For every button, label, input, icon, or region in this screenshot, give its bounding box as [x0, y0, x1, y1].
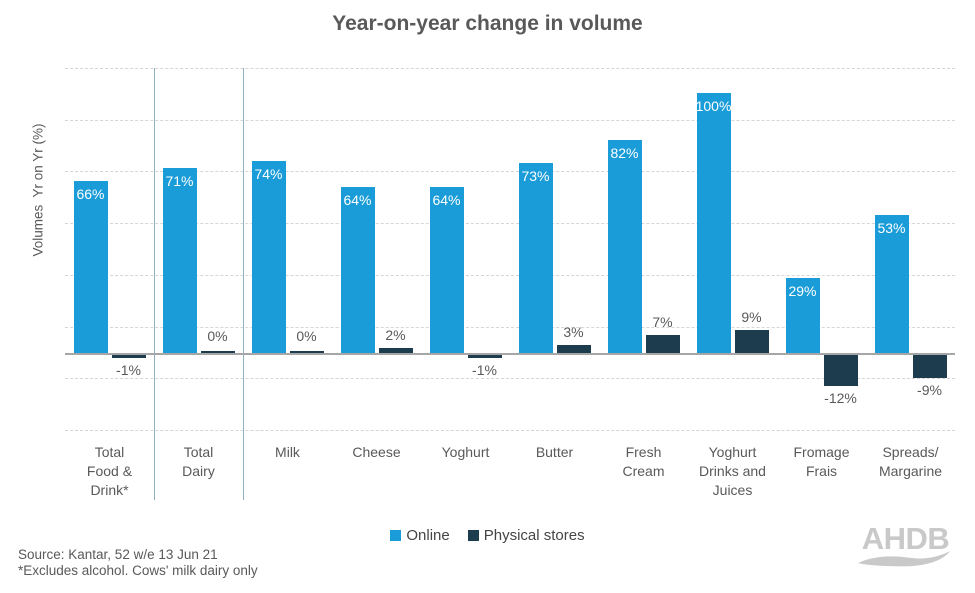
legend-label-physical-stores: Physical stores [483, 527, 585, 544]
bar-online [340, 186, 375, 355]
ahdb-logo-swoosh-icon [858, 551, 950, 567]
online-bar-label: 82% [610, 144, 639, 161]
physical-stores-bar-label: -12% [824, 390, 857, 407]
gridline [65, 274, 955, 276]
bar-physical-stores [200, 351, 235, 353]
category-label-line: Drinks and [699, 463, 766, 479]
category-label-line: Margarine [878, 463, 943, 479]
category-label: Yoghurt Drinks and Juices [688, 443, 777, 500]
category-label: Cheese [332, 443, 421, 462]
chart-title: Year-on-year change in volume [332, 12, 643, 35]
bar-online [73, 181, 108, 355]
physical-stores-bar-label: 9% [741, 308, 762, 325]
bar-online [518, 163, 553, 355]
gridline [65, 223, 955, 225]
online-bar-label: 53% [877, 220, 906, 237]
y-axis-title: Volumes Yr on Yr (%) [30, 123, 46, 257]
online-bar-label: 74% [254, 165, 283, 182]
physical-stores-bar-label: 3% [563, 324, 584, 341]
legend-item-online: Online [390, 527, 450, 544]
category-label-line: Food & [86, 463, 133, 479]
physical-stores-bar-label: 0% [207, 328, 228, 344]
category-label: Total Food & Drink* [65, 443, 154, 500]
category-label-line: Frais [805, 463, 838, 479]
bar-online [162, 168, 197, 355]
online-bar-label: 29% [788, 282, 817, 299]
bar-physical-stores [823, 355, 858, 387]
category-label-line: Total [94, 444, 125, 460]
source-note: Source: Kantar, 52 w/e 13 Jun 21 *Exclud… [18, 547, 258, 579]
bar-physical-stores [289, 351, 324, 353]
gridline [65, 429, 955, 431]
category-label: Fromage Frais [777, 443, 866, 481]
zero-axis-line [65, 353, 955, 355]
bar-physical-stores [912, 355, 947, 379]
bar-online [607, 139, 642, 355]
category-separator [154, 68, 155, 500]
category-label: Fresh Cream [599, 443, 688, 481]
category-separator [243, 68, 244, 500]
category-label-line: Milk [275, 444, 300, 460]
legend-item-physical-stores: Physical stores [467, 527, 585, 544]
online-bar-label: 64% [343, 191, 372, 208]
category-label-line: Cheese [352, 444, 401, 460]
gridline [65, 68, 955, 69]
gridline [65, 378, 955, 380]
category-label-line: Yoghurt [708, 444, 757, 460]
category-label: Spreads/Margarine [866, 443, 955, 481]
physical-stores-bar-label: 7% [652, 313, 673, 330]
bar-online [696, 93, 731, 355]
category-label-line: Fresh [625, 444, 662, 460]
online-bar-label: 71% [165, 173, 194, 190]
source-line-1: Source: Kantar, 52 w/e 13 Jun 21 [18, 547, 218, 562]
category-label-line: Dairy [182, 463, 215, 479]
category-label: Milk [243, 443, 332, 462]
category-label: Total Dairy [154, 443, 243, 481]
bar-online [874, 215, 909, 355]
physical-stores-bar-label: 2% [385, 326, 406, 343]
category-label-line: Total [183, 444, 214, 460]
bar-physical-stores [734, 329, 769, 355]
online-bar-label: 66% [76, 186, 105, 203]
physical-stores-swatch-icon [467, 530, 479, 541]
bar-physical-stores [645, 334, 680, 355]
ahdb-logo-text: AHDB [861, 521, 950, 556]
bar-physical-stores [378, 347, 413, 355]
bar-physical-stores [467, 355, 502, 358]
online-bar-label: 64% [432, 191, 461, 208]
physical-stores-bar-label: -1% [116, 361, 141, 378]
gridline [65, 326, 955, 328]
legend-label-online: Online [406, 527, 450, 544]
category-label: Butter [510, 443, 599, 462]
physical-stores-bar-label: -9% [917, 382, 942, 399]
gridline [65, 119, 955, 121]
bar-physical-stores [111, 355, 146, 358]
online-bar-label: 100% [695, 98, 732, 114]
bar-online [251, 160, 286, 355]
bar-online [785, 277, 820, 355]
legend: Online Physical stores [0, 527, 975, 544]
category-label-line: Drink* [90, 482, 129, 498]
category-label-line: Fromage [793, 444, 850, 460]
ahdb-logo: AHDB [858, 521, 953, 567]
online-swatch-icon [390, 530, 402, 541]
category-label-line: Yoghurt [441, 444, 490, 460]
physical-stores-bar-label: 0% [296, 328, 317, 344]
category-label-line: Cream [622, 463, 665, 479]
source-line-2: *Excludes alcohol. Cows' milk dairy only [18, 563, 258, 578]
category-label-line: Butter [535, 444, 574, 460]
gridline [65, 171, 955, 173]
bar-online [429, 186, 464, 355]
bar-physical-stores [556, 345, 591, 355]
category-label-line: Juices [712, 482, 753, 498]
category-label-line: Spreads/ [882, 444, 939, 460]
physical-stores-bar-label: -1% [472, 361, 497, 378]
online-bar-label: 73% [521, 168, 550, 185]
category-label: Yoghurt [421, 443, 510, 462]
